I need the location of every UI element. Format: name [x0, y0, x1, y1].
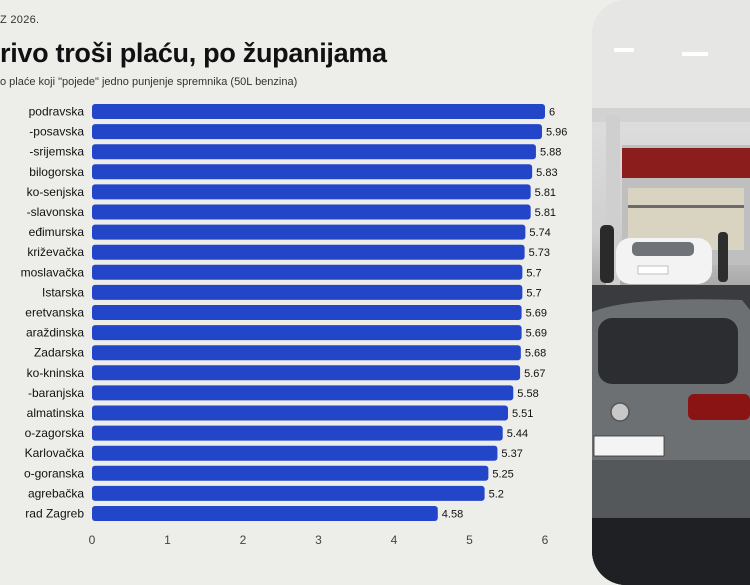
- value-label: 5.74: [529, 227, 550, 239]
- category-label: eretvanska: [25, 306, 84, 320]
- gas-station-photo: [592, 0, 750, 585]
- category-label: moslavačka: [21, 265, 85, 279]
- bar: [92, 345, 521, 361]
- value-label: 5.88: [540, 147, 561, 159]
- category-label: Karlovačka: [25, 446, 85, 460]
- value-label: 4.58: [442, 509, 463, 521]
- bar: [92, 485, 485, 501]
- chart-title: rivo troši plaću, po županijama: [0, 38, 387, 68]
- x-tick-label: 4: [391, 533, 398, 547]
- chart-subtitle: o plaće koji "pojede" jedno punjenje spr…: [0, 76, 298, 88]
- value-label: 5.7: [526, 267, 541, 279]
- category-label: podravska: [29, 105, 85, 119]
- bar: [92, 385, 514, 401]
- value-label: 5.81: [535, 207, 556, 219]
- category-label: -srijemska: [29, 145, 84, 159]
- bar: [92, 144, 536, 160]
- person: [718, 232, 728, 282]
- bar: [92, 305, 522, 320]
- value-label: 5.69: [526, 308, 547, 320]
- bar: [92, 365, 521, 381]
- value-label: 5.7: [526, 287, 541, 299]
- value-label: 6: [549, 107, 555, 119]
- x-tick-label: 6: [542, 533, 549, 547]
- value-label: 5.67: [524, 368, 545, 380]
- category-label: križevačka: [27, 245, 84, 259]
- x-tick-label: 1: [164, 533, 171, 547]
- canopy-edge: [592, 108, 750, 122]
- category-label: -baranjska: [28, 386, 84, 400]
- category-label: bilogorska: [29, 165, 84, 179]
- category-label: almatinska: [27, 406, 85, 420]
- value-label: 5.37: [501, 448, 522, 460]
- bar: [92, 244, 525, 260]
- category-label: eđimurska: [29, 225, 85, 239]
- white-car-window: [632, 242, 694, 256]
- grey-car-plate: [593, 435, 665, 457]
- category-label: -slavonska: [27, 205, 85, 219]
- canopy-roof: [592, 0, 750, 110]
- bar: [92, 445, 498, 461]
- value-label: 5.25: [492, 468, 513, 480]
- value-label: 5.73: [529, 247, 550, 259]
- value-label: 5.69: [526, 328, 547, 340]
- car-logo-icon: [610, 402, 630, 422]
- x-tick-label: 0: [89, 533, 96, 547]
- bar-chart: podravska 6 -posavska 5.96 -srijemska 5.88 bil…: [21, 104, 568, 547]
- shop-window-frame: [628, 205, 744, 208]
- bar: [92, 264, 523, 280]
- x-tick-label: 3: [315, 533, 322, 547]
- value-label: 5.51: [512, 408, 533, 420]
- canopy-light: [682, 52, 708, 56]
- category-label: ko-senjska: [27, 185, 85, 199]
- value-label: 5.58: [517, 388, 538, 400]
- value-label: 5.68: [525, 348, 546, 360]
- bar: [92, 184, 531, 200]
- category-label: agrebačka: [28, 486, 84, 500]
- bar: [92, 204, 531, 220]
- value-label: 5.81: [535, 187, 556, 199]
- bar: [92, 465, 489, 481]
- value-label: 5.96: [546, 127, 567, 139]
- grey-car-taillight: [688, 394, 750, 420]
- bar: [92, 506, 438, 521]
- shadow: [592, 518, 750, 585]
- grey-car-rear-window: [598, 318, 738, 384]
- value-label: 5.44: [507, 428, 528, 440]
- bar: [92, 425, 503, 441]
- shop-sign: [622, 148, 750, 178]
- category-label: -posavska: [29, 125, 84, 139]
- bar: [92, 164, 533, 180]
- labels-layer: podravska 6 -posavska 5.96 -srijemska 5.88 bil…: [21, 105, 568, 521]
- bar: [92, 284, 523, 300]
- value-label: 5.2: [489, 488, 504, 500]
- category-label: Zadarska: [34, 346, 84, 360]
- category-label: Istarska: [42, 285, 84, 299]
- bar: [92, 124, 542, 140]
- bars-layer: [92, 104, 545, 521]
- bar: [92, 224, 526, 240]
- category-label: ko-kninska: [27, 366, 85, 380]
- value-label: 5.83: [536, 167, 557, 179]
- canopy-light: [614, 48, 634, 52]
- grey-car-bumper: [592, 460, 750, 518]
- category-label: araždinska: [26, 326, 84, 340]
- category-label: o-zagorska: [25, 426, 85, 440]
- x-tick-label: 5: [466, 533, 473, 547]
- x-tick-label: 2: [240, 533, 247, 547]
- bar: [92, 325, 522, 341]
- white-car-plate: [637, 265, 669, 275]
- chart-date: Z 2026.: [0, 14, 40, 26]
- category-label: o-goranska: [24, 466, 84, 480]
- x-axis: 0 1 2 3 4 5 6: [89, 533, 549, 547]
- bar: [92, 104, 545, 119]
- category-label: rad Zagreb: [25, 507, 84, 521]
- person: [600, 225, 614, 283]
- bar: [92, 405, 509, 421]
